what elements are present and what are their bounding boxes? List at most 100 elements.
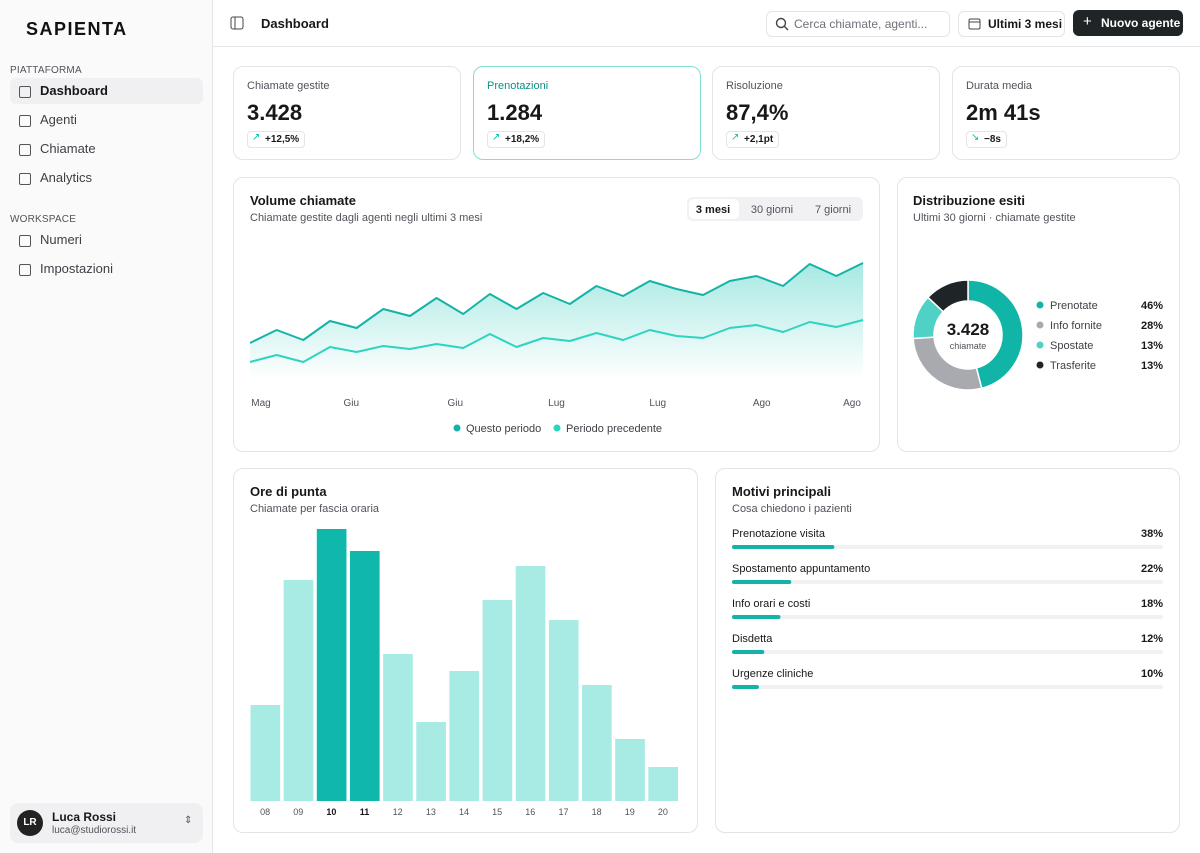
legend-label: Periodo precedente — [566, 423, 662, 435]
chart-title: Volume chiamate — [250, 193, 356, 208]
bar — [316, 529, 347, 801]
bar — [283, 580, 314, 801]
x-tick-label: 11 — [360, 807, 370, 817]
legend-dot — [1036, 341, 1044, 349]
bar — [250, 705, 281, 801]
bar-track — [732, 650, 1163, 654]
nav-item[interactable]: Impostazioni — [40, 261, 113, 276]
kpi-delta: +2,1pt — [726, 131, 780, 148]
bar-track — [732, 685, 1163, 689]
kpi-delta: +18,2% — [487, 131, 546, 148]
new-agent-button[interactable]: + Nuovo agente — [1073, 10, 1183, 36]
tab: 30 giorni — [751, 204, 793, 216]
range-label: Ultimi 3 mesi — [988, 17, 1063, 31]
kpi-value: 2m 41s — [966, 100, 1041, 125]
kpi-label: Risoluzione — [726, 80, 783, 92]
nav-item[interactable]: Analytics — [40, 170, 93, 185]
bar — [732, 545, 835, 549]
bar — [482, 600, 513, 801]
legend-value: 46% — [1141, 300, 1163, 312]
reason-label: Disdetta — [732, 633, 773, 645]
x-tick-label: 09 — [293, 807, 303, 817]
bar — [548, 620, 579, 801]
donut-segment — [967, 279, 1024, 390]
calendar-icon — [968, 18, 981, 30]
user-email: luca@studiorossi.it — [52, 825, 137, 836]
topbar: Dashboard Cerca chiamate, agenti... Ulti… — [213, 0, 1200, 47]
nav-item[interactable]: Chiamate — [40, 141, 96, 156]
x-tick-label: 15 — [492, 807, 502, 817]
nav-icon — [19, 144, 31, 156]
nav-item[interactable]: Agenti — [40, 112, 77, 127]
bar — [349, 551, 380, 801]
x-tick-label: Lug — [548, 398, 565, 409]
bar — [648, 767, 678, 801]
reason-value: 38% — [1141, 528, 1163, 540]
reason-label: Spostamento appuntamento — [732, 563, 870, 575]
legend-dot — [453, 424, 461, 432]
x-tick-label: 13 — [426, 807, 436, 817]
x-tick-label: 18 — [592, 807, 602, 817]
x-tick-label: Lug — [649, 398, 666, 409]
sidebar: SAPIENTA PIATTAFORMA Dashboard Agenti Chiam… — [0, 0, 213, 853]
trend-icon: ↗ — [252, 132, 261, 143]
kpi-label: Prenotazioni — [487, 80, 549, 92]
legend-label: Questo periodo — [466, 423, 541, 435]
kpi-card[interactable]: Risoluzione 87,4% +2,1pt ↗ — [712, 66, 940, 160]
bar — [416, 722, 446, 801]
legend-dot — [1036, 301, 1044, 309]
bar — [732, 615, 781, 619]
range-picker[interactable]: Ultimi 3 mesi — [958, 11, 1065, 37]
kpi-card[interactable]: Chiamate gestite 3.428 +12,5% ↗ — [233, 66, 461, 160]
x-tick-label: Giu — [343, 398, 359, 409]
kpi-value: 3.428 — [247, 100, 303, 125]
donut-segment — [926, 279, 969, 313]
sidebar-toggle[interactable] — [230, 16, 244, 30]
trend-icon: ↘ — [971, 132, 980, 143]
legend-dot — [1036, 361, 1044, 369]
user-menu[interactable]: LR Luca Rossi luca@studiorossi.it ⇕ — [10, 803, 203, 843]
chart-subtitle: Cosa chiedono i pazienti — [732, 503, 852, 515]
kpi-delta: +12,5% — [247, 131, 306, 148]
nav-item[interactable]: Numeri — [40, 232, 82, 247]
kpi-card[interactable]: Durata media 2m 41s −8s ↘ — [952, 66, 1180, 160]
legend-label: Info fornite — [1050, 320, 1102, 332]
search-icon — [775, 17, 789, 31]
bar — [515, 566, 546, 801]
reason-label: Info orari e costi — [732, 598, 810, 610]
kpi-card[interactable]: Prenotazioni 1.284 +18,2% ↗ — [473, 66, 701, 160]
bar — [449, 671, 480, 801]
nav-item[interactable]: Dashboard — [10, 78, 203, 104]
x-tick-label: 14 — [459, 807, 469, 817]
legend-value: 13% — [1141, 340, 1163, 352]
line — [249, 319, 864, 363]
reason-value: 10% — [1141, 668, 1163, 680]
x-tick-label: Ago — [843, 398, 861, 409]
brand-logo[interactable]: SAPIENTA — [26, 19, 128, 39]
legend-dot — [553, 424, 561, 432]
x-tick-label: 16 — [525, 807, 535, 817]
chart-subtitle: Chiamate gestite dagli agenti negli ulti… — [250, 212, 482, 224]
bar-track — [732, 580, 1163, 584]
nav-icon — [19, 115, 31, 127]
donut-center-label: chiamate — [950, 341, 987, 351]
x-tick-label: Ago — [753, 398, 771, 409]
bar — [732, 685, 759, 689]
search-box[interactable]: Cerca chiamate, agenti... — [766, 11, 950, 37]
tab: 3 mesi — [696, 204, 730, 216]
page-title: Dashboard — [261, 16, 329, 31]
area — [250, 263, 863, 400]
bar — [615, 739, 645, 801]
chart-subtitle: Ultimi 30 giorni · chiamate gestite — [913, 212, 1076, 224]
kpi-delta: −8s — [966, 131, 1007, 148]
x-tick-label: 19 — [625, 807, 635, 817]
nav-section-title: PIATTAFORMA — [10, 65, 82, 76]
x-tick-label: 17 — [558, 807, 568, 817]
avatar: LR — [17, 810, 43, 836]
x-tick-label: 20 — [658, 807, 668, 817]
button-label: Nuovo agente — [1101, 16, 1181, 30]
trend-icon: ↗ — [731, 132, 740, 143]
